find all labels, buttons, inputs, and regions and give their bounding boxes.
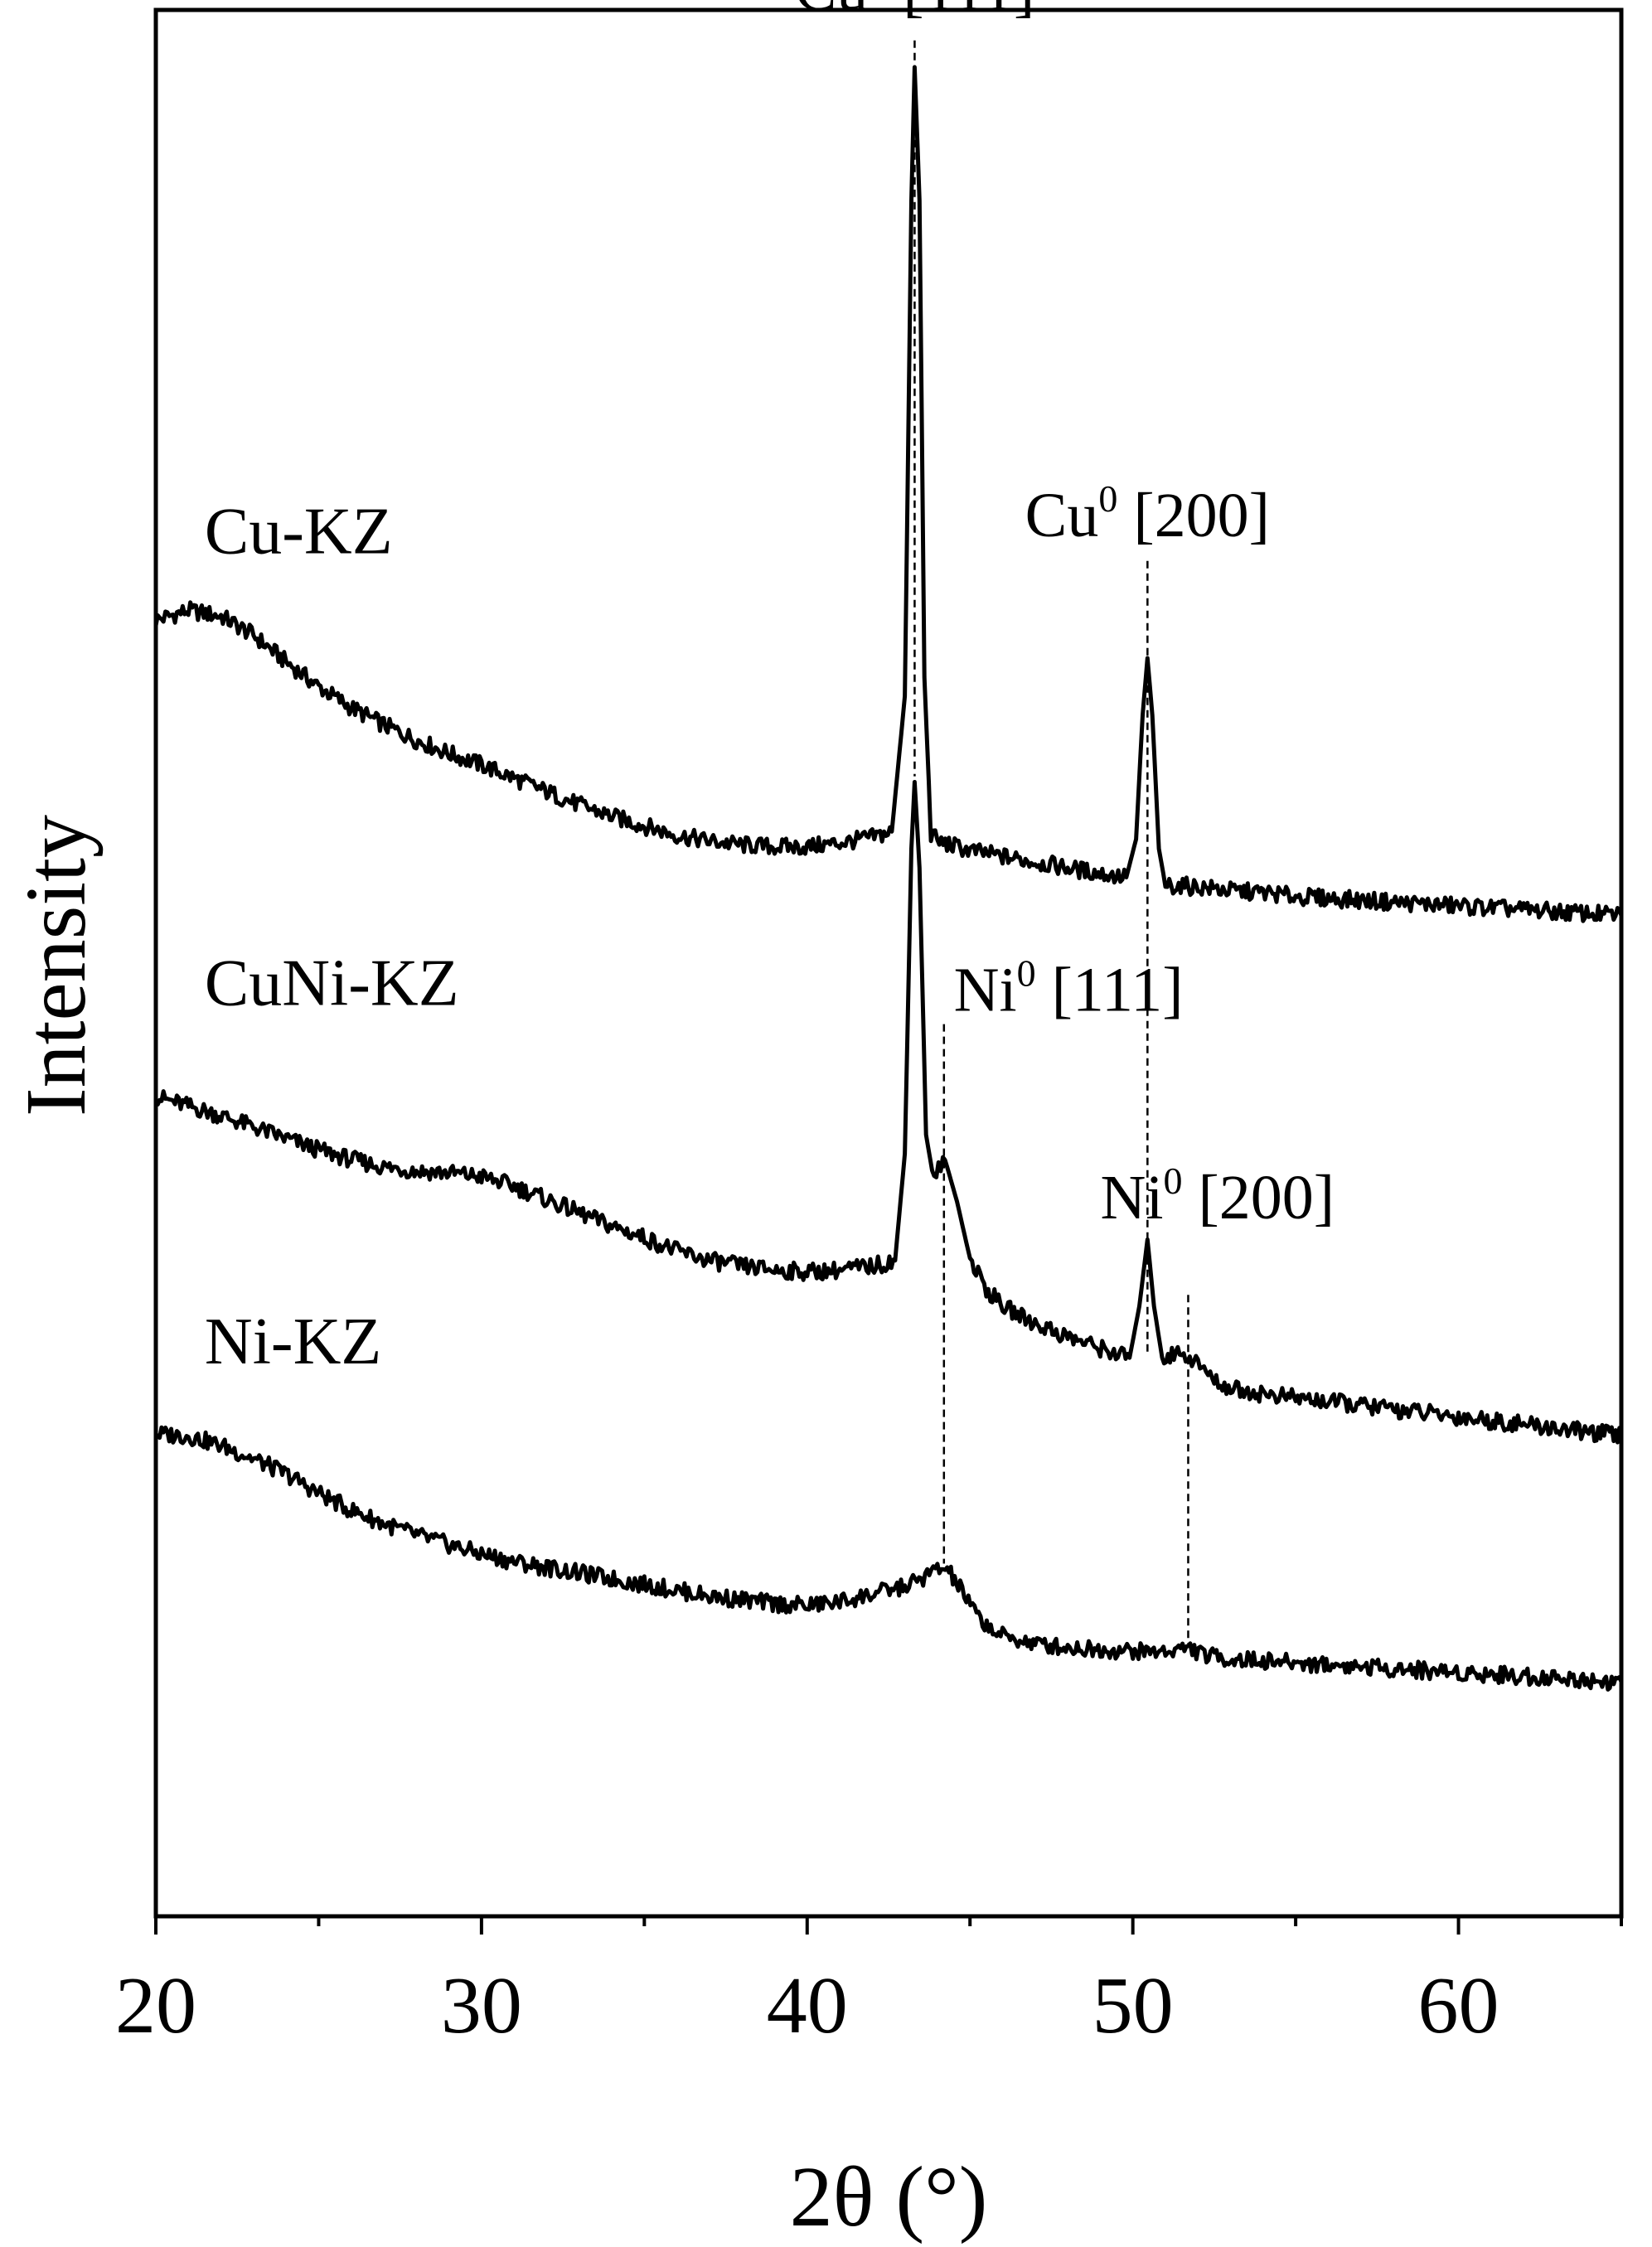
x-tick-label: 40 (767, 1961, 848, 2051)
series-label: Ni-KZ (205, 1305, 381, 1378)
series-label: Cu-KZ (205, 496, 393, 569)
x-tick-label: 30 (441, 1961, 522, 2051)
peak-label: Ni0 [200] (1101, 1160, 1335, 1232)
series-line-ni-kz (154, 1425, 1624, 1692)
text-labels: Cu-KZ CuNi-KZ Ni-KZ Cu0 [111] Cu0 [200] Ni0 [… (205, 0, 1335, 1378)
series-line-cuni-kz (155, 780, 1624, 1445)
x-axis-title: 2θ (°) (790, 2149, 988, 2245)
series-label: CuNi-KZ (205, 947, 459, 1020)
x-tick-label: 60 (1418, 1961, 1499, 2051)
x-tick-label: 20 (115, 1961, 196, 2051)
peak-label: Cu0 [111] (795, 0, 1035, 24)
series-layer (153, 65, 1624, 1692)
peak-label: Cu0 [200] (1025, 477, 1270, 550)
plot-frame (153, 7, 1624, 1919)
x-axis-ticks: 20 30 40 50 60 (115, 1916, 1623, 2051)
x-tick-label: 50 (1092, 1961, 1174, 2051)
annotation-dashes (913, 40, 1189, 1644)
series-line-cu-kz (153, 65, 1624, 923)
peak-label: Ni0 [111] (954, 952, 1184, 1025)
y-axis-title: Intensity (8, 815, 104, 1116)
